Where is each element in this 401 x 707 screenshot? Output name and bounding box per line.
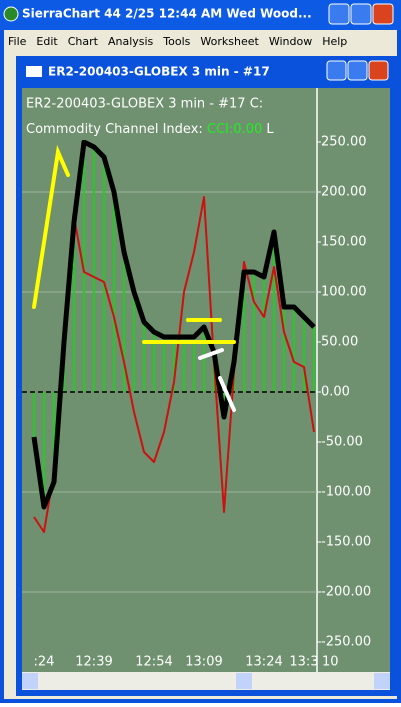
study-name: Commodity Channel Index: bbox=[26, 122, 203, 137]
x-tick-label: 12:39 bbox=[75, 655, 112, 670]
study-label: Commodity Channel Index: CCI:0.00 L bbox=[26, 122, 274, 137]
window-title: SierraChart 44 2/25 12:44 AM Wed Wood... bbox=[22, 7, 312, 21]
y-tick-label: -150.00 bbox=[321, 535, 371, 550]
menu-item[interactable]: Analysis bbox=[108, 35, 154, 48]
y-tick-label: -250.00 bbox=[321, 635, 371, 650]
close-button[interactable] bbox=[372, 3, 394, 25]
y-tick-label: -200.00 bbox=[321, 585, 371, 600]
white-drawing bbox=[218, 376, 236, 412]
minimize-button[interactable] bbox=[328, 3, 350, 25]
h-scrollbar[interactable] bbox=[22, 672, 390, 690]
maximize-button[interactable] bbox=[350, 3, 372, 25]
chart-window-title: ER2-200403-GLOBEX 3 min - #17 bbox=[48, 65, 270, 79]
chart-close[interactable] bbox=[368, 60, 389, 81]
y-tick-label: -50.00 bbox=[321, 435, 363, 450]
x-tick-label: 13:24 bbox=[245, 655, 282, 670]
x-tick-label: 12:54 bbox=[135, 655, 172, 670]
scroll-right[interactable] bbox=[374, 673, 390, 689]
y-tick-label: 0.00 bbox=[321, 385, 350, 400]
chart-minimize[interactable] bbox=[326, 60, 347, 81]
study-value: CCI:0.00 bbox=[207, 122, 262, 137]
menu-item[interactable]: Worksheet bbox=[200, 35, 259, 48]
study-tail: L bbox=[266, 122, 274, 137]
y-tick-label: 200.00 bbox=[321, 185, 367, 200]
y-tick-label: 100.00 bbox=[321, 285, 367, 300]
white-drawing bbox=[198, 348, 224, 360]
menu-item[interactable]: Tools bbox=[162, 35, 190, 48]
drawings bbox=[32, 144, 236, 412]
x-tick-label: :24 bbox=[34, 655, 55, 670]
menu-item[interactable]: Edit bbox=[36, 35, 58, 48]
x-tick-label: 13:3 bbox=[289, 655, 318, 670]
app-icon bbox=[3, 6, 19, 22]
scroll-left[interactable] bbox=[22, 673, 38, 689]
y-tick-label: 150.00 bbox=[321, 235, 367, 250]
yellow-drawing bbox=[32, 144, 70, 309]
chart-header: ER2-200403-GLOBEX 3 min - #17 C: bbox=[26, 97, 263, 112]
y-tick-label: 250.00 bbox=[321, 135, 367, 150]
x-tick-label: 13:09 bbox=[185, 655, 222, 670]
cci-line bbox=[33, 196, 315, 533]
plot bbox=[22, 140, 317, 593]
scroll-thumb[interactable] bbox=[236, 673, 252, 689]
chart-window-icon bbox=[26, 66, 42, 77]
x-tick-label: 10 bbox=[322, 655, 339, 670]
menu-bar: File Edit Chart Analysis Tools Worksheet Windo… bbox=[8, 35, 347, 48]
y-tick-label: -100.00 bbox=[321, 485, 371, 500]
y-tick-label: 50.00 bbox=[321, 335, 358, 350]
menu-item[interactable]: File bbox=[8, 35, 27, 48]
menu-item[interactable]: Help bbox=[322, 35, 347, 48]
menu-item[interactable]: Chart bbox=[68, 35, 99, 48]
chart-maximize[interactable] bbox=[347, 60, 368, 81]
menu-item[interactable]: Window bbox=[269, 35, 312, 48]
cci-line bbox=[31, 140, 316, 510]
